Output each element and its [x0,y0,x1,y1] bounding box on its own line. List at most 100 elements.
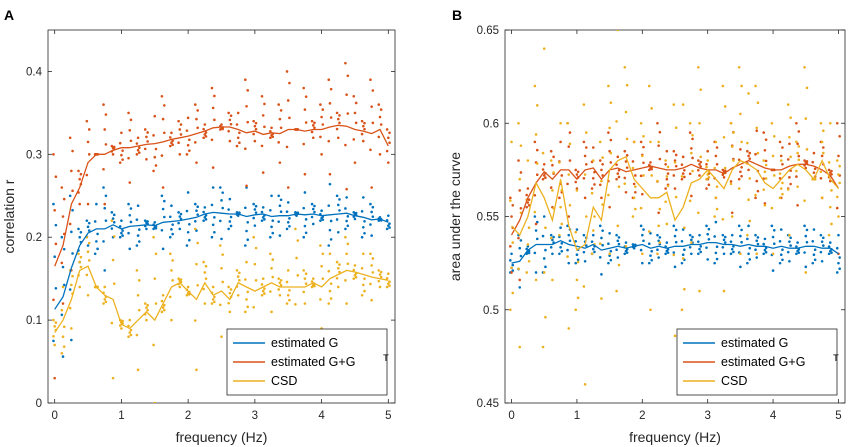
csd-point [129,328,133,332]
estimated-g-point [615,233,618,237]
csd-point [797,145,801,148]
estimated-ggt-point [362,124,365,128]
panel-a: A 0 1 2 3 4 5 0 0.1 0.2 0.3 0.4 frequency (Hz) correl… [1,7,396,445]
estimated-g-point [756,236,760,239]
csd-point [286,293,290,297]
estimated-ggt-point [270,126,273,130]
estimated-ggt-point [252,132,255,136]
csd-point [153,401,157,403]
estimated-g-point [681,228,685,231]
estimated-g-point [542,257,546,260]
estimated-g-point [795,252,798,256]
estimated-ggt-point [746,149,749,153]
csd-point [770,121,774,125]
estimated-ggt-point [721,168,725,172]
estimated-g-point [378,216,382,219]
estimated-ggt-point [705,187,708,190]
estimated-g-point [163,199,166,203]
csd-point [795,169,798,173]
csd-point [310,280,314,283]
estimated-g-point [737,224,741,228]
estimated-ggt-point [371,89,375,92]
estimated-g-point [518,246,522,250]
estimated-g-point [730,247,734,251]
estimated-g-point [327,204,331,207]
estimated-ggt-point [254,121,258,125]
estimated-g-point [828,241,832,244]
estimated-ggt-point [617,168,621,172]
csd-point [650,174,653,177]
estimated-g-line [54,211,389,310]
estimated-ggt-point [327,78,331,82]
estimated-g-point [344,207,347,210]
estimated-ggt-point [566,182,569,186]
estimated-g-point [805,228,809,232]
estimated-g-point [549,233,553,237]
estimated-g-point [658,236,662,239]
estimated-g-point [310,215,314,219]
csd-point [136,293,140,297]
estimated-ggt-point [591,176,595,180]
csd-point [713,166,716,170]
csd-point [835,159,839,162]
estimated-ggt-point [698,174,701,177]
estimated-ggt-point [778,140,782,144]
y-tick-label: 0.5 [483,305,499,317]
csd-point [336,285,340,289]
x-tick-label: 0 [51,410,57,422]
csd-point [672,103,676,106]
estimated-g-point [583,259,587,263]
csd-point [747,92,750,95]
csd-point [137,279,141,282]
estimated-g-point [345,219,348,223]
estimated-ggt-point [87,128,91,131]
estimated-g-point [219,186,222,189]
estimated-ggt-point [85,173,89,177]
estimated-ggt-point [286,99,290,102]
csd-point [688,199,692,203]
estimated-g-point [535,220,539,224]
estimated-g-point [650,258,653,262]
csd-point [559,121,562,125]
estimated-ggt-point [104,113,108,116]
csd-point [683,226,686,229]
csd-point [252,305,255,309]
estimated-ggt-point [639,174,643,178]
estimated-ggt-point [211,166,215,169]
estimated-ggt-point [608,205,611,209]
estimated-ggt-point [607,131,610,134]
csd-point [79,265,83,269]
csd-point [699,88,703,91]
estimated-ggt-point [533,193,537,197]
estimated-g-point [228,197,232,201]
estimated-ggt-point [285,145,289,149]
estimated-g-point [202,210,205,214]
estimated-g-point [574,240,578,243]
estimated-ggt-point [591,146,595,149]
estimated-g-point [797,251,801,254]
estimated-ggt-point [354,121,358,125]
csd-point [723,166,727,170]
estimated-g-point [253,224,257,227]
estimated-g-point [120,231,123,235]
estimated-g-point [327,244,331,247]
estimated-g-point [388,226,391,229]
estimated-g-point [229,215,233,219]
estimated-ggt-point [664,162,667,166]
estimated-g-point [54,223,58,227]
csd-point [354,276,358,279]
estimated-g-point [296,211,300,214]
x-tick-label: 1 [118,410,124,422]
estimated-g-point [110,227,114,230]
estimated-g-point [388,222,391,225]
csd-point [61,285,65,289]
estimated-ggt-point [698,162,701,166]
csd-point [715,207,719,211]
csd-point [185,293,189,297]
estimated-g-point [53,255,56,259]
estimated-g-point [534,229,538,232]
csd-point [623,66,627,69]
estimated-ggt-point [177,141,180,145]
estimated-ggt-point [344,143,347,147]
estimated-g-point [121,234,124,237]
